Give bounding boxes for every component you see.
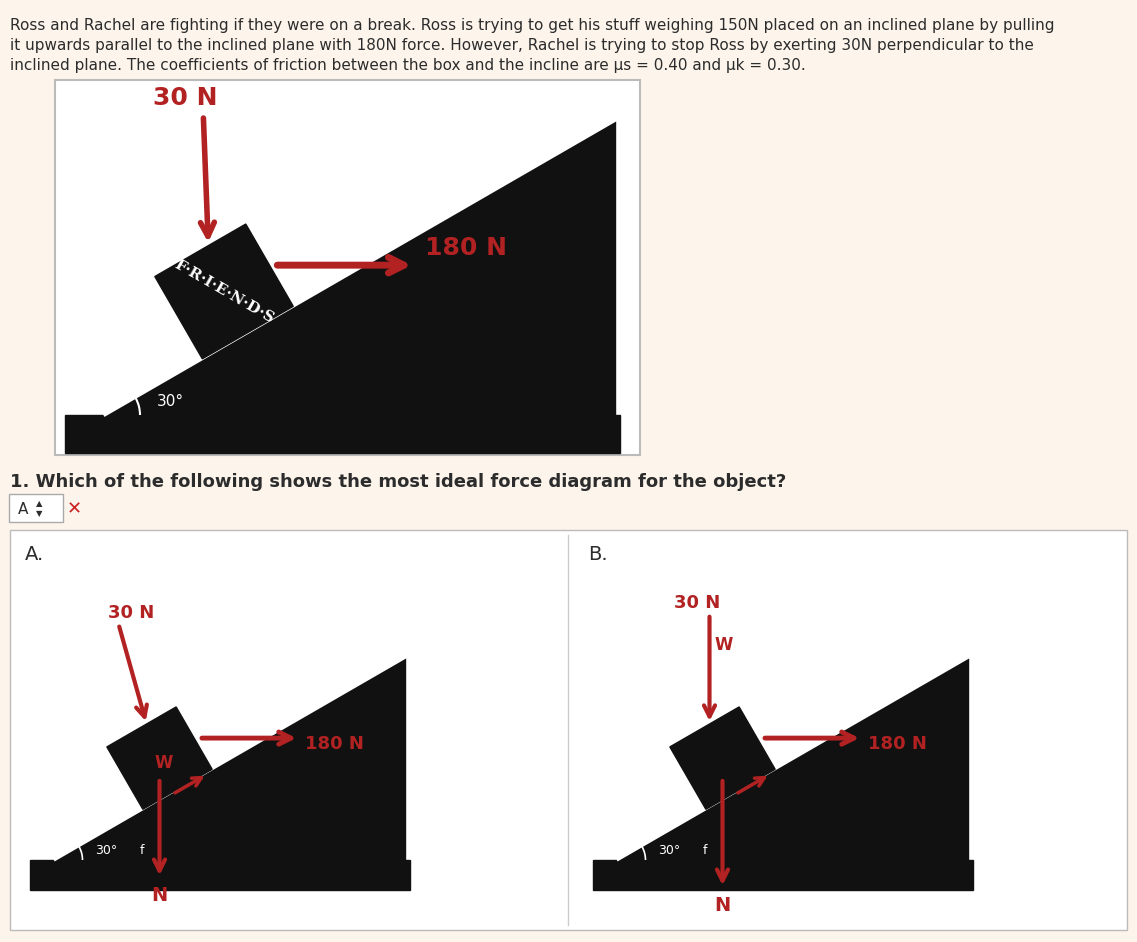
Text: 30°: 30° [96,844,117,857]
Text: ✕: ✕ [66,500,82,518]
Text: ▼: ▼ [35,510,42,518]
FancyBboxPatch shape [9,494,63,522]
Text: it upwards parallel to the inclined plane with 180N force. However, Rachel is tr: it upwards parallel to the inclined plan… [10,38,1034,53]
Polygon shape [619,658,968,860]
Text: 30 N: 30 N [674,593,721,612]
Text: 30°: 30° [157,394,184,409]
Text: A: A [18,501,28,516]
Text: W: W [714,636,733,654]
Polygon shape [105,121,615,415]
Text: Ross and Rachel are fighting if they were on a break. Ross is trying to get his : Ross and Rachel are fighting if they wer… [10,18,1054,33]
Text: 30°: 30° [658,844,680,857]
Polygon shape [107,706,213,809]
Text: A.: A. [25,545,44,564]
Text: 1. Which of the following shows the most ideal force diagram for the object?: 1. Which of the following shows the most… [10,473,787,491]
Polygon shape [670,706,775,809]
Text: 180 N: 180 N [424,236,506,260]
FancyBboxPatch shape [55,80,640,455]
Text: N: N [151,886,167,905]
Text: W: W [155,754,173,771]
Text: N: N [714,896,731,915]
Polygon shape [155,224,293,359]
Polygon shape [55,658,405,860]
FancyBboxPatch shape [10,530,1127,930]
Text: inclined plane. The coefficients of friction between the box and the incline are: inclined plane. The coefficients of fric… [10,58,806,73]
Text: B.: B. [588,545,607,564]
Bar [65,415,620,453]
Bar [30,860,410,890]
Text: 180 N: 180 N [869,735,927,753]
Text: 30 N: 30 N [108,604,155,622]
Text: 30 N: 30 N [153,87,218,110]
Text: F·R·I·E·N·D·S: F·R·I·E·N·D·S [172,257,276,326]
Text: 180 N: 180 N [305,735,364,753]
Text: ▲: ▲ [35,499,42,509]
Bar [594,860,973,890]
Text: f: f [703,844,707,857]
Text: f: f [140,844,144,857]
